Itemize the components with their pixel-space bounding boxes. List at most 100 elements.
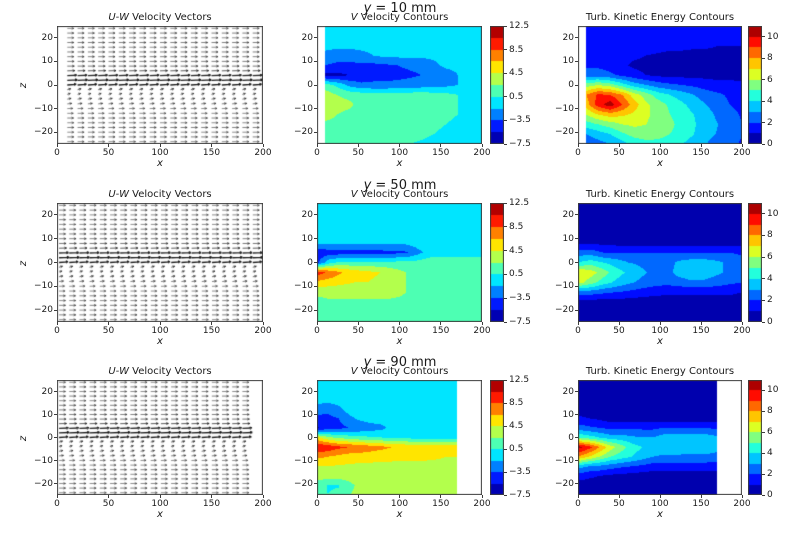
- tick-label: 50: [352, 148, 364, 158]
- colorbar-canvas: [748, 26, 762, 144]
- suptitle-y50-value: = 50 mm: [371, 178, 437, 193]
- tick-mark: [54, 238, 57, 240]
- plot-title-rest: Velocity Vectors: [128, 189, 212, 200]
- tick-label: −10: [555, 455, 574, 466]
- tick-label: 12.5: [509, 375, 530, 385]
- tick-label: 2: [767, 469, 773, 480]
- tick-mark: [357, 322, 359, 325]
- tick-mark: [159, 495, 161, 498]
- tick-label: 20: [41, 386, 53, 397]
- tick-mark: [575, 285, 578, 287]
- tick-mark: [575, 108, 578, 110]
- tick-mark: [504, 494, 507, 496]
- tick-label: 20: [41, 32, 53, 43]
- tick-mark: [56, 144, 58, 147]
- tick-label: 150: [692, 148, 710, 158]
- tick-mark: [314, 285, 317, 287]
- suptitle-y10: y = 10 mm: [364, 1, 437, 16]
- tick-label: 0: [767, 317, 773, 327]
- tick-mark: [575, 131, 578, 133]
- tick-mark: [575, 262, 578, 263]
- tick-mark: [314, 309, 317, 311]
- tick-mark: [618, 495, 620, 498]
- tick-mark: [762, 321, 765, 323]
- tick-mark: [762, 431, 765, 433]
- x-axis-label: x: [396, 158, 403, 169]
- contour-canvas: [578, 203, 742, 322]
- tick-label: 200: [733, 499, 751, 509]
- plot-title-em: V: [350, 366, 358, 377]
- plot-title-rest: Turb. Kinetic Energy Contours: [585, 12, 735, 23]
- plot-title: Turb. Kinetic Energy Contours: [586, 189, 734, 201]
- tick-mark: [659, 495, 661, 498]
- tick-label: 0: [314, 499, 320, 509]
- tick-mark: [659, 144, 661, 147]
- plot-title-rest: Turb. Kinetic Energy Contours: [585, 366, 735, 377]
- tick-label: 0: [307, 257, 313, 268]
- tick-label: 200: [733, 326, 751, 336]
- tick-mark: [314, 391, 317, 392]
- tick-label: 0: [314, 326, 320, 336]
- tick-label: 8: [767, 53, 773, 64]
- suptitle-y90-value: = 90 mm: [371, 355, 437, 370]
- plot-title: V Velocity Contours: [351, 12, 449, 24]
- tick-label: −20: [555, 127, 574, 138]
- tick-mark: [762, 452, 765, 454]
- tick-label: 150: [692, 499, 710, 509]
- tick-mark: [504, 226, 507, 228]
- tick-mark: [700, 495, 702, 498]
- tick-label: 10: [301, 409, 313, 420]
- x-axis-label: x: [657, 509, 663, 520]
- tick-mark: [575, 84, 578, 86]
- tick-label: 4: [767, 273, 773, 284]
- tick-mark: [54, 437, 57, 438]
- tick-label: 4.5: [509, 421, 524, 431]
- plot-title-rest: Velocity Vectors: [128, 366, 212, 377]
- tick-mark: [618, 144, 620, 147]
- x-axis-label: x: [157, 336, 163, 347]
- plot-title-rest: Velocity Contours: [357, 12, 449, 23]
- tick-mark: [575, 309, 578, 311]
- tick-label: 0: [314, 148, 320, 158]
- tick-label: 0: [54, 148, 60, 158]
- tick-mark: [741, 322, 743, 325]
- tick-mark: [618, 322, 620, 325]
- tick-mark: [504, 96, 507, 98]
- tick-mark: [211, 322, 212, 325]
- axes-uw-vectors-y90: U-W Velocity Vectors z x 0 50 100 150 200 −20…: [18, 366, 271, 520]
- tick-mark: [504, 425, 507, 427]
- tick-label: 4.5: [509, 245, 524, 256]
- tick-mark: [504, 273, 507, 275]
- tick-label: 200: [473, 499, 491, 509]
- contour-canvas: [317, 380, 482, 495]
- tick-label: −10: [294, 455, 313, 466]
- tick-mark: [314, 131, 317, 133]
- plot-title: U-W Velocity Vectors: [108, 12, 211, 24]
- tick-label: −10: [555, 281, 574, 292]
- tick-label: −20: [34, 127, 53, 138]
- tick-mark: [504, 143, 507, 145]
- colorbar-tke: 10 8 6 4 2 0: [748, 203, 778, 327]
- tick-mark: [54, 214, 57, 216]
- tick-mark: [700, 322, 702, 325]
- tick-mark: [762, 100, 765, 102]
- tick-mark: [56, 495, 58, 498]
- tick-mark: [762, 234, 765, 236]
- tick-mark: [577, 144, 579, 147]
- x-axis-label: x: [396, 509, 403, 520]
- tick-mark: [481, 322, 483, 325]
- tick-mark: [316, 322, 318, 325]
- tick-mark: [440, 495, 442, 498]
- tick-label: −10: [34, 103, 53, 114]
- tick-label: −20: [294, 127, 313, 138]
- tick-label: 10: [562, 56, 574, 67]
- tick-mark: [504, 471, 507, 473]
- suptitle-y50-var: y: [363, 178, 372, 193]
- plot-title-em: U-W: [108, 12, 129, 23]
- colorbar-v-velocity: 12.5 8.5 4.5 0.5 −3.5 −7.5: [490, 198, 531, 327]
- contour-canvas: [578, 380, 742, 495]
- axes-v-contours-y50: V Velocity Contours x 0 50 100 150 200 −20 −10…: [294, 189, 491, 347]
- tick-mark: [56, 322, 58, 325]
- tick-mark: [575, 460, 578, 461]
- tick-label: 20: [562, 209, 574, 220]
